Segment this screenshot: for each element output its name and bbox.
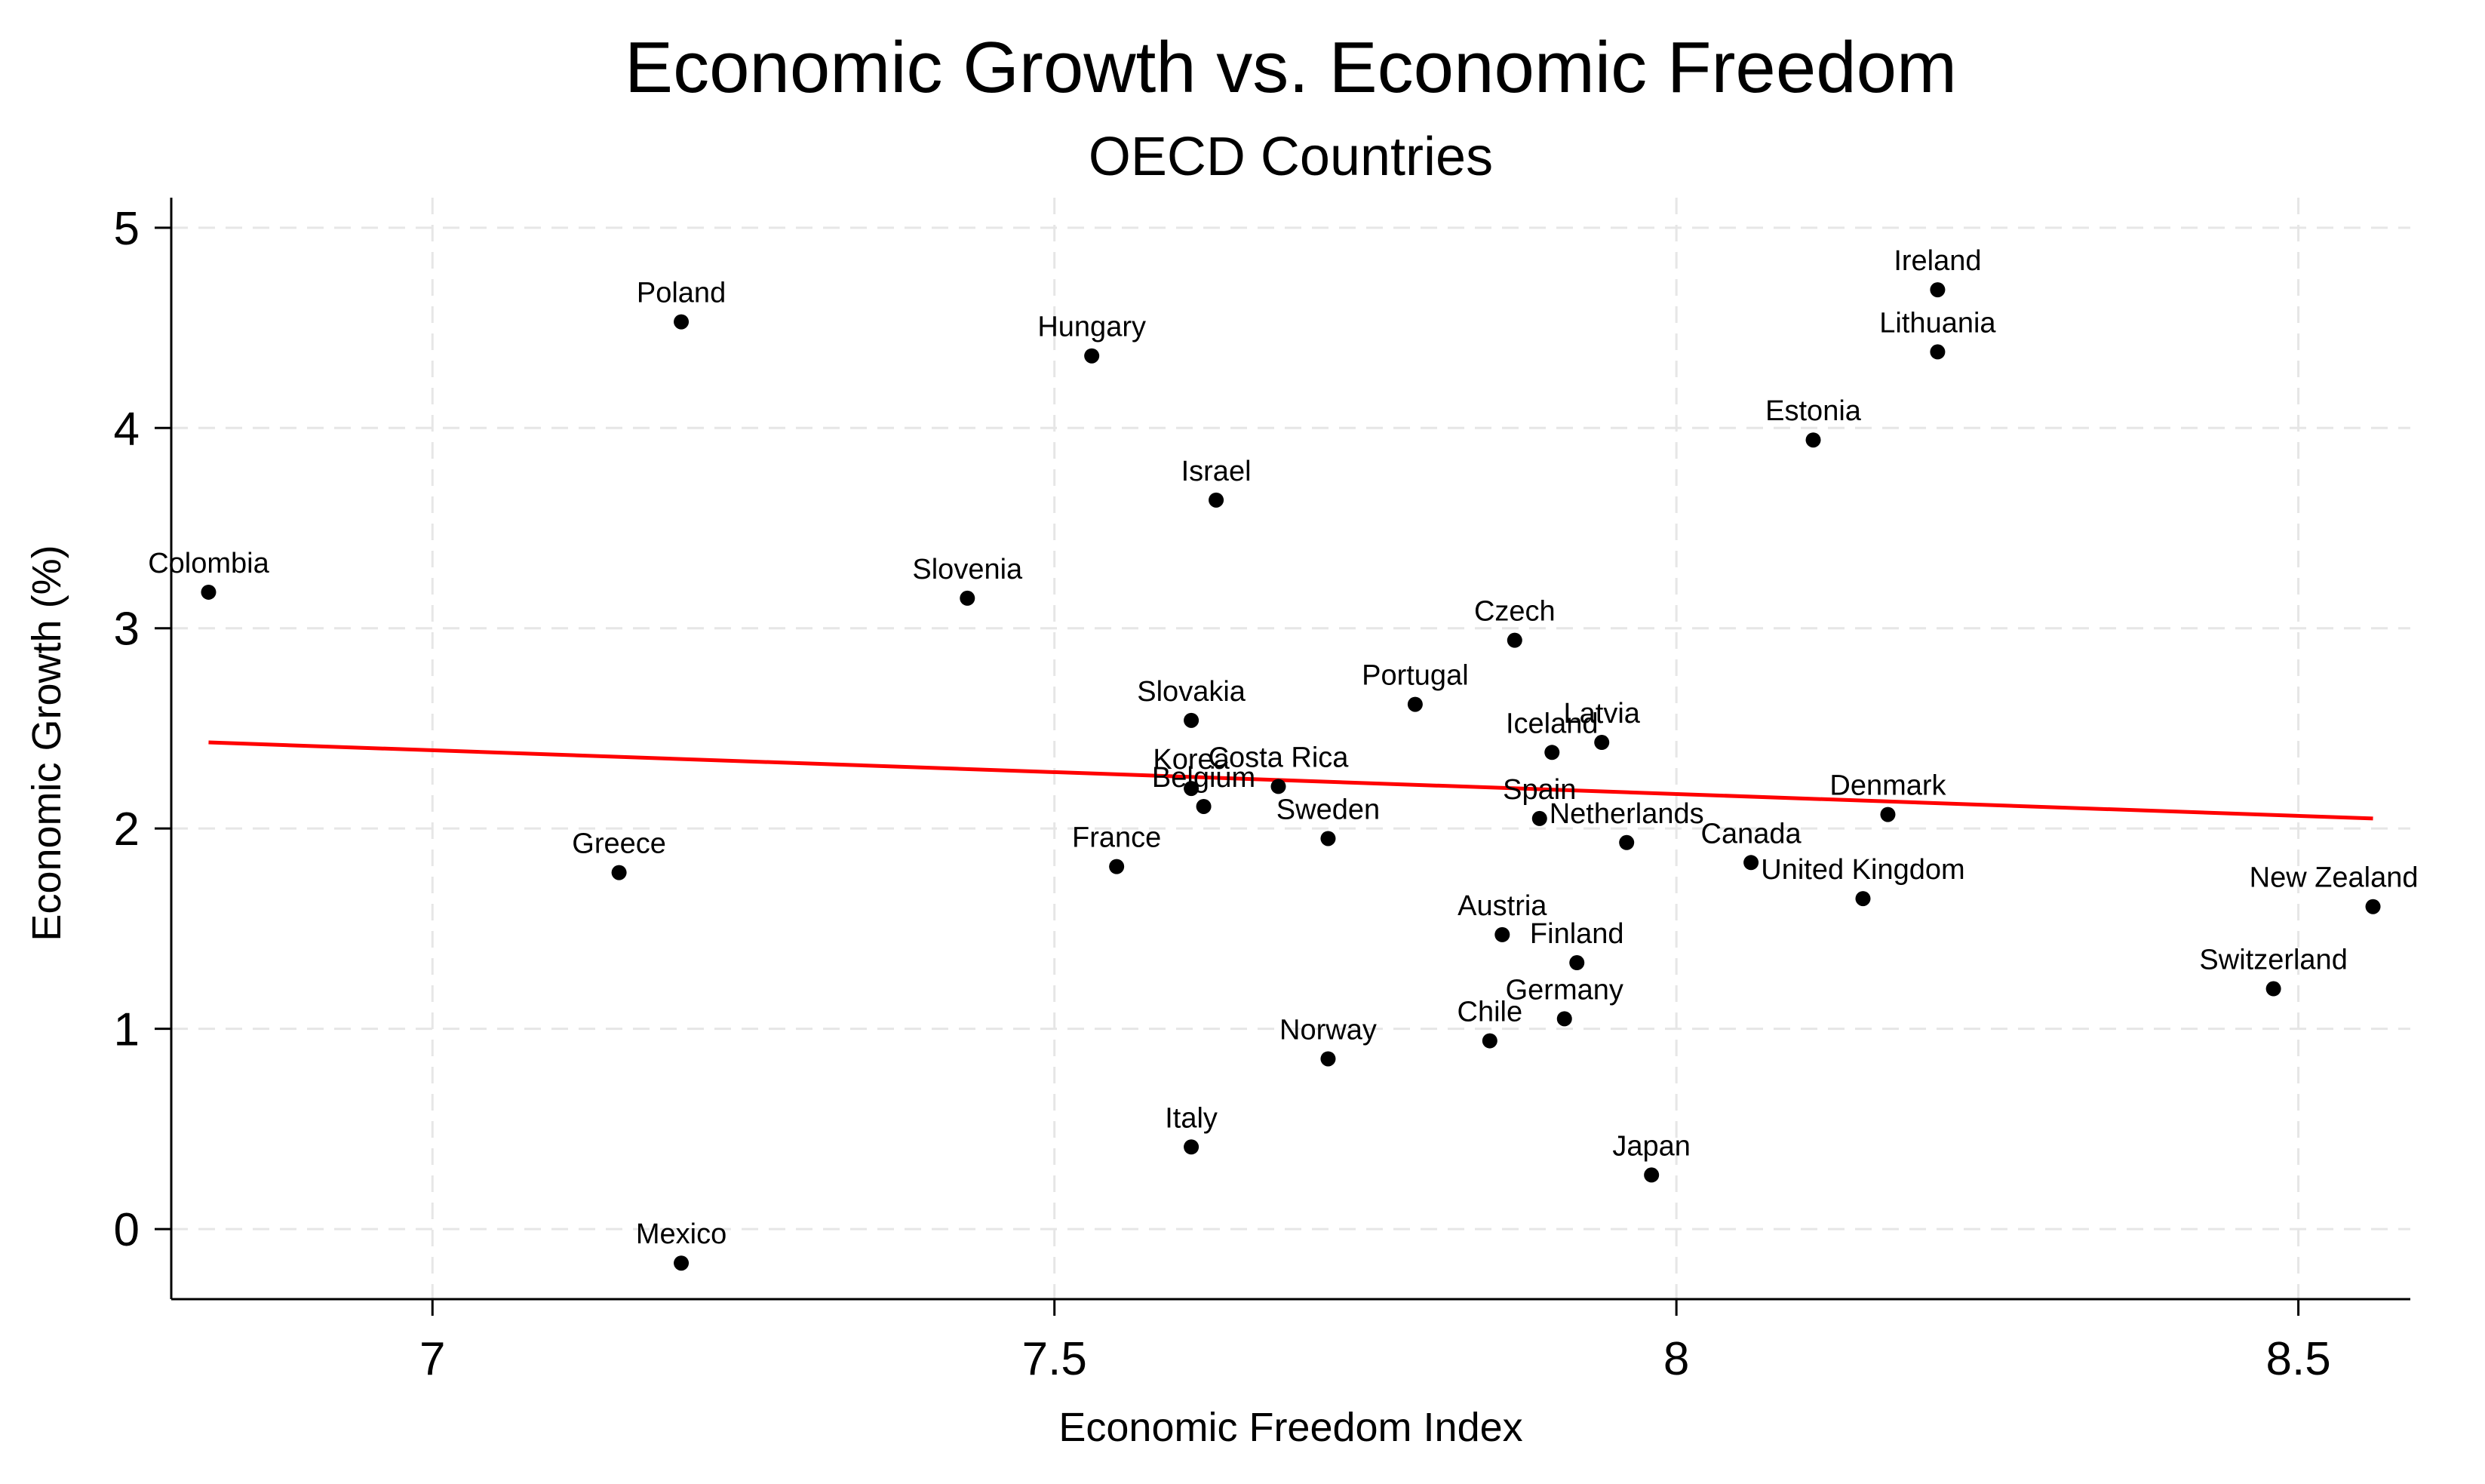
x-tick-label: 7.5 [1022,1333,1087,1385]
data-point [1084,348,1100,364]
data-point [1320,1051,1336,1067]
chart-subtitle: OECD Countries [1089,127,1493,187]
data-point [2265,981,2281,997]
point-label: Mexico [636,1218,726,1250]
data-point [2365,899,2381,914]
y-tick-label: 2 [114,803,140,856]
x-tick-label: 7 [419,1333,445,1385]
point-label: Canada [1701,818,1802,850]
fit-line-layer [208,740,2373,821]
point-label: Norway [1279,1014,1377,1046]
data-point [1743,855,1759,871]
data-point [611,865,627,880]
point-label: Germany [1506,974,1623,1006]
point-label: Korea [1153,744,1230,776]
data-point [1196,798,1212,814]
point-label: Spain [1503,774,1576,806]
point-label: Belgium [1152,762,1255,794]
x-tick-label: 8.5 [2265,1333,2330,1385]
data-point [1544,745,1560,760]
data-point [1930,282,1946,298]
data-point [1619,834,1635,850]
point-label: Colombia [148,548,269,579]
point-label: Portugal [1362,660,1469,692]
data-point [1805,432,1821,448]
point-label: Sweden [1276,794,1380,825]
point-label: New Zealand [2250,862,2419,894]
data-point [1880,807,1896,822]
data-point [201,584,217,600]
data-point [1209,492,1224,508]
point-label: Finland [1530,918,1624,950]
data-point [1930,344,1946,360]
point-label: Ireland [1894,245,1981,277]
point-label: France [1072,822,1161,854]
point-label: United Kingdom [1761,854,1964,886]
x-tick-label: 8 [1663,1333,1689,1385]
data-point [1482,1033,1497,1049]
chart-title: Economic Growth vs. Economic Freedom [625,27,1957,108]
point-label: Switzerland [2199,945,2347,976]
point-label: Greece [572,828,666,860]
y-tick-label: 1 [114,1004,140,1056]
point-label: Slovenia [912,554,1023,585]
data-point [1184,781,1199,797]
point-label: Iceland [1506,708,1599,739]
data-point [1855,891,1871,907]
point-label: Israel [1181,456,1252,487]
data-points: Ireland Lithuania Poland Hungary Estonia Isra… [148,245,2419,1271]
data-point [1494,926,1510,942]
fit-line [208,740,2373,821]
data-point [1644,1167,1660,1183]
y-tick-label: 3 [114,604,140,656]
data-point [1320,831,1336,846]
data-point [1594,735,1610,751]
data-point [960,590,975,606]
data-point [1531,810,1547,826]
point-label: Latvia [1564,698,1641,730]
point-label: Slovakia [1137,676,1246,708]
point-label: Italy [1165,1102,1218,1134]
y-axis-title: Economic Growth (%) [24,545,69,941]
point-label: Lithuania [1879,307,1996,339]
data-point [1109,859,1125,874]
point-label: Netherlands [1550,798,1704,830]
data-point [1270,779,1286,794]
point-label: Denmark [1829,770,1946,802]
point-label: Hungary [1037,312,1146,343]
data-point [1556,1011,1572,1027]
point-label: Japan [1612,1130,1691,1162]
data-point [1184,1139,1199,1155]
data-point [674,314,690,330]
point-label: Costa Rica [1209,742,1350,773]
point-label: Czech [1474,596,1556,628]
x-axis-title: Economic Freedom Index [1058,1405,1522,1450]
point-label: Estonia [1765,395,1862,427]
data-point [1407,696,1423,712]
y-tick-label: 5 [114,203,140,255]
data-point [674,1255,690,1271]
data-point [1569,955,1585,971]
point-label: Chile [1458,997,1523,1028]
data-point [1184,712,1199,728]
point-label: Poland [637,278,726,309]
axes: 0 1 2 3 4 5 7 7.5 8 8.5 [114,198,2410,1385]
data-point [1507,632,1522,648]
point-label: Austria [1458,890,1547,922]
y-tick-label: 0 [114,1204,140,1256]
y-tick-label: 4 [114,403,140,455]
